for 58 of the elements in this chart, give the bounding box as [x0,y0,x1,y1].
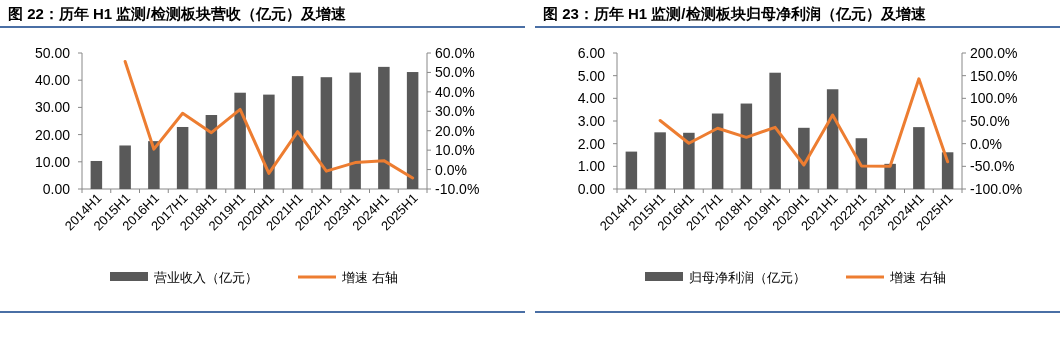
bar [654,132,666,189]
y2-tick-label: 20.0% [435,122,475,139]
legend-label: 归母净利润（亿元） [689,270,806,285]
bar [349,72,361,189]
bar [884,163,896,189]
bar [263,94,275,189]
line-series [123,60,415,180]
y2-tick-label: 30.0% [435,103,475,120]
y-tick-label: 20.00 [34,126,71,143]
bar [90,160,103,189]
bar [913,127,925,189]
bar [320,77,333,189]
y2-tick-label: 50.0% [970,113,1010,129]
bar [148,141,160,189]
y2-tick-label: -100.0% [970,181,1023,197]
y-tick-label: 30.00 [34,99,71,116]
bar [406,72,419,189]
bar [740,103,753,189]
bar [205,115,218,189]
bar [826,89,839,189]
y2-tick-label: 10.0% [435,142,475,159]
chart-title: 图 22：历年 H1 监测/检测板块营收（亿元）及增速 [8,5,347,22]
y-tick-label: 2.00 [577,135,606,152]
bar [176,126,189,189]
y2-tick-label: 200.0% [970,45,1018,61]
bar [234,92,246,189]
y-tick-label: 5.00 [577,67,606,84]
y-tick-label: 40.00 [34,72,71,89]
bar [683,132,695,189]
legend-label: 营业收入（亿元） [154,270,258,285]
bar [625,151,638,189]
y-tick-label: 4.00 [577,90,606,107]
bar [378,66,390,189]
bar [798,127,810,189]
y-tick-label: 0.00 [577,181,606,197]
y2-tick-label: 0.0% [435,161,467,178]
y-tick-label: 1.00 [577,158,606,175]
y2-tick-label: 40.0% [435,83,475,100]
y2-tick-label: -10.0% [435,181,480,197]
legend-label: 增速 右轴 [341,270,398,285]
bar [711,113,724,189]
y2-tick-label: 0.0% [970,135,1002,152]
y2-tick-label: 60.0% [435,45,475,61]
y-tick-label: 3.00 [577,113,606,129]
y-tick-label: 0.00 [42,181,71,197]
y2-tick-label: 100.0% [970,90,1018,107]
bar [291,76,304,189]
y2-tick-label: 150.0% [970,67,1018,84]
line-series [658,77,950,168]
chart-title: 图 23：历年 H1 监测/检测板块归母净利润（亿元）及增速 [543,5,927,22]
bar [119,145,131,189]
y-tick-label: 10.00 [34,153,71,170]
y-tick-label: 50.00 [34,45,71,61]
y2-tick-label: -50.0% [970,158,1015,175]
legend-label: 增速 右轴 [889,270,946,285]
bar [769,72,781,189]
y2-tick-label: 50.0% [435,64,475,81]
y-tick-label: 6.00 [577,45,606,61]
